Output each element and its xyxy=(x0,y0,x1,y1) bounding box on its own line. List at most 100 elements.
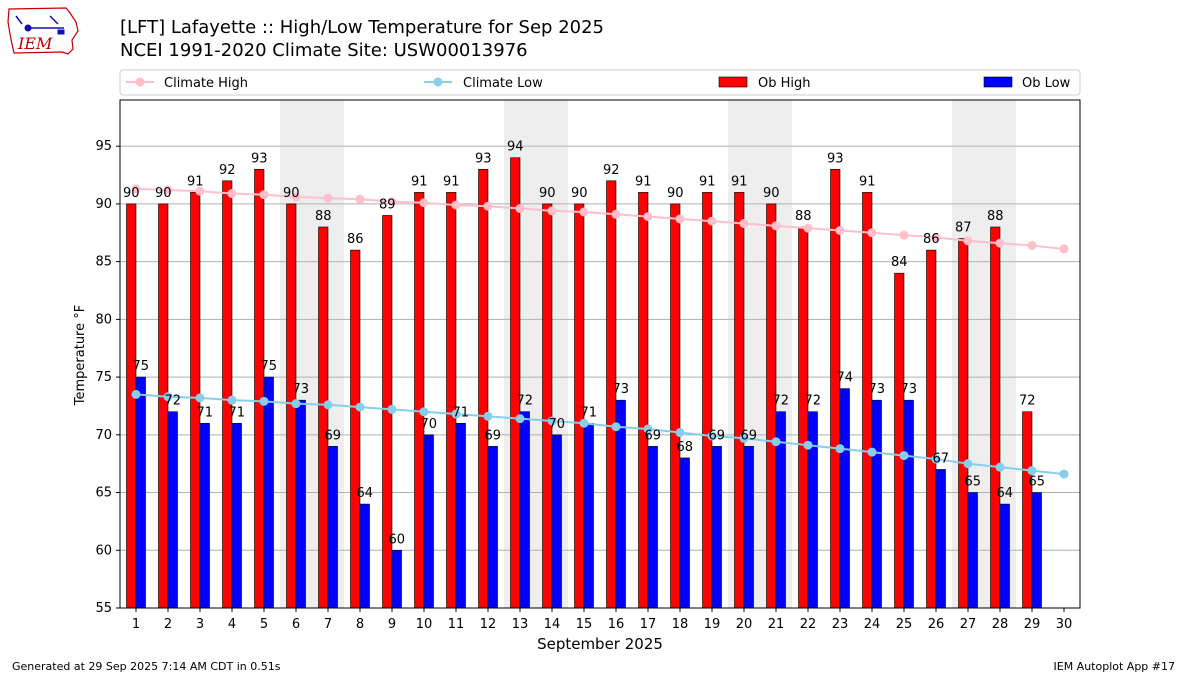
climate-low-point xyxy=(483,411,493,421)
ob-low-bar xyxy=(455,422,466,609)
climate-high-point xyxy=(515,204,525,214)
climate-high-point xyxy=(195,186,205,196)
x-tick-label: 13 xyxy=(512,617,529,632)
ob-low-bar xyxy=(487,446,498,609)
climate-low-point xyxy=(291,399,301,409)
climate-high-point xyxy=(739,219,749,229)
legend-ob-high-label: Ob High xyxy=(758,76,811,91)
climate-low-point xyxy=(323,400,333,410)
ob-low-label: 71 xyxy=(196,405,213,420)
legend-climate-low-label: Climate Low xyxy=(463,76,543,91)
ob-high-bar xyxy=(446,192,457,609)
weather-instrument-icon xyxy=(15,15,65,35)
climate-high-point xyxy=(291,192,301,202)
climate-low-point xyxy=(931,454,941,464)
ob-low-label: 67 xyxy=(932,451,949,466)
climate-low-point xyxy=(515,414,525,424)
ob-high-label: 93 xyxy=(827,151,844,166)
legend-ob-low-swatch xyxy=(983,76,1013,88)
ob-low-label: 64 xyxy=(996,486,1013,501)
y-tick-label: 75 xyxy=(95,370,112,385)
iowa-state-outline xyxy=(7,7,79,55)
ob-high-bar xyxy=(318,226,329,609)
x-tick-label: 18 xyxy=(672,617,689,632)
climate-low-point xyxy=(803,440,813,450)
ob-high-label: 86 xyxy=(347,232,364,247)
ob-low-bar xyxy=(999,503,1010,609)
ob-high-label: 91 xyxy=(443,174,460,189)
ob-high-bar xyxy=(926,249,937,609)
ob-low-label: 70 xyxy=(548,417,565,432)
x-tick-label: 1 xyxy=(132,617,140,632)
climate-low-point xyxy=(675,428,685,438)
ob-high-bar xyxy=(638,192,649,609)
ob-low-bar xyxy=(423,434,434,609)
legend-ob-high-swatch xyxy=(718,76,748,88)
plot-frame xyxy=(119,99,1081,609)
ob-high-label: 84 xyxy=(891,255,908,270)
y-tick-label: 70 xyxy=(95,428,112,443)
ob-high-label: 90 xyxy=(155,186,172,201)
ob-low-label: 73 xyxy=(868,382,885,397)
ob-low-label: 68 xyxy=(676,440,693,455)
x-tick-label: 5 xyxy=(260,617,268,632)
climate-high-point xyxy=(451,200,461,210)
ob-low-label: 72 xyxy=(772,394,789,409)
x-tick-label: 24 xyxy=(864,617,881,632)
ob-high-label: 92 xyxy=(219,163,236,178)
ob-high-label: 93 xyxy=(475,151,492,166)
x-tick-label: 27 xyxy=(960,617,977,632)
legend-box xyxy=(119,69,1081,96)
ob-low-bar xyxy=(839,388,850,609)
ob-high-bar xyxy=(958,238,969,609)
climate-low-point xyxy=(643,424,653,434)
climate-low-point xyxy=(1059,469,1069,479)
ob-high-label: 91 xyxy=(699,174,716,189)
ob-high-bar xyxy=(510,157,521,609)
ob-low-label: 71 xyxy=(580,405,597,420)
climate-low-point xyxy=(963,459,973,469)
climate-high-point xyxy=(323,193,333,203)
ob-low-bar xyxy=(295,399,306,609)
legend-climate-high-label: Climate High xyxy=(164,76,248,91)
ob-low-label: 69 xyxy=(644,428,661,443)
y-tick-label: 95 xyxy=(95,139,112,154)
y-tick-label: 60 xyxy=(95,543,112,558)
ob-high-label: 91 xyxy=(187,174,204,189)
ob-high-bar xyxy=(702,192,713,609)
ob-high-bar xyxy=(670,203,681,609)
ob-high-bar xyxy=(350,249,361,609)
climate-high-point xyxy=(387,197,397,207)
climate-low-point xyxy=(899,451,909,461)
ob-low-label: 65 xyxy=(1028,475,1045,490)
ob-high-label: 93 xyxy=(251,151,268,166)
ob-low-label: 64 xyxy=(356,486,373,501)
x-tick-label: 7 xyxy=(324,617,332,632)
climate-low-point xyxy=(707,431,717,441)
x-tick-label: 30 xyxy=(1056,617,1073,632)
climate-high-point xyxy=(867,228,877,238)
y-tick-label: 85 xyxy=(95,255,112,270)
ob-high-label: 90 xyxy=(123,186,140,201)
ob-high-label: 91 xyxy=(635,174,652,189)
climate-low-point xyxy=(771,437,781,447)
ob-low-bar xyxy=(167,411,178,609)
ob-high-bar xyxy=(990,226,1001,609)
ob-high-bar xyxy=(254,168,265,609)
climate-low-point xyxy=(131,389,141,399)
ob-high-bar xyxy=(222,180,233,609)
ob-low-bar xyxy=(1031,492,1042,609)
ob-low-bar xyxy=(743,446,754,609)
x-tick-label: 14 xyxy=(544,617,561,632)
ob-high-bar xyxy=(1022,411,1033,609)
x-tick-label: 2 xyxy=(164,617,172,632)
logo-text: IEM xyxy=(17,34,53,53)
climate-low-point xyxy=(195,393,205,403)
ob-low-label: 74 xyxy=(836,371,853,386)
climate-high-point xyxy=(259,190,269,200)
x-tick-label: 16 xyxy=(608,617,625,632)
climate-low-point xyxy=(867,447,877,457)
ob-low-label: 72 xyxy=(516,394,533,409)
x-tick-label: 12 xyxy=(480,617,497,632)
y-tick-label: 55 xyxy=(95,601,112,616)
